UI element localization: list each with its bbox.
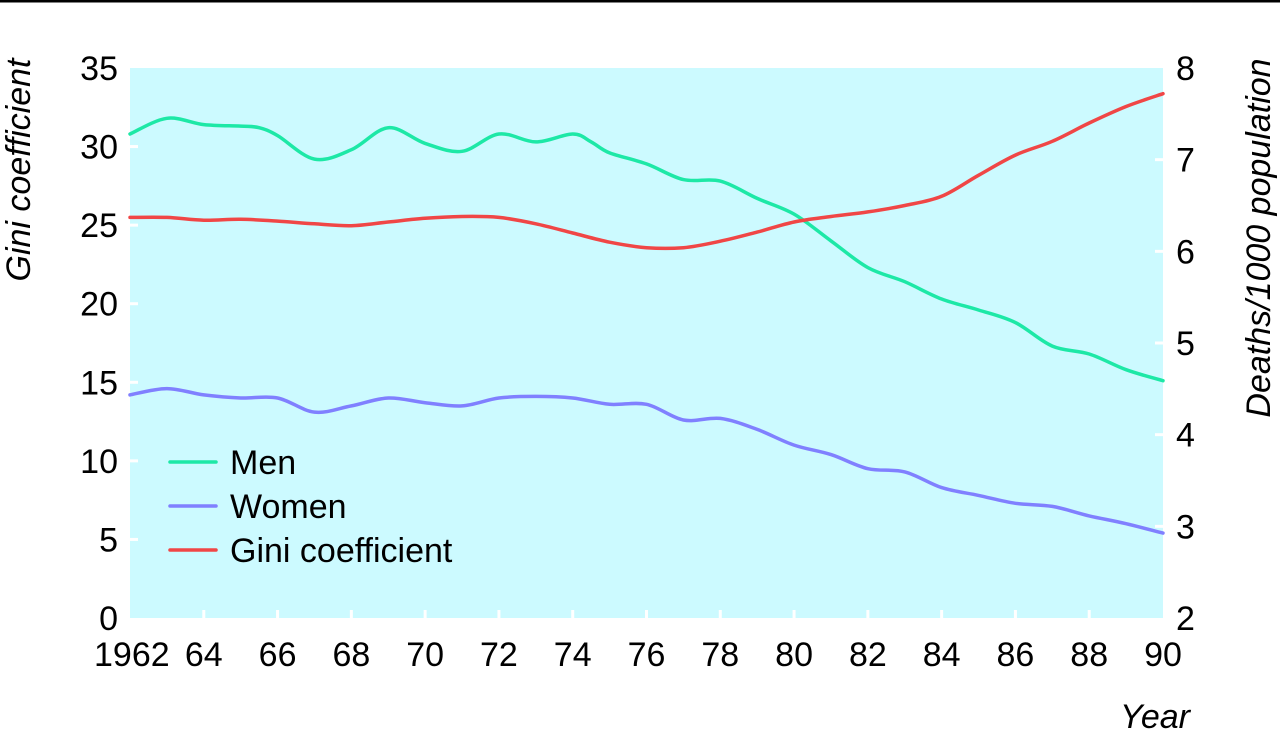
x-axis-title: Year <box>1120 698 1192 732</box>
series-line-1 <box>128 116 1165 383</box>
legend-label: Men <box>230 444 296 482</box>
x-tick-label: 74 <box>554 636 592 674</box>
legend: Men Women Gini coefficient <box>168 444 453 570</box>
y-tick-label-left: 5 <box>99 521 118 559</box>
y-tick-label-right: 4 <box>1176 417 1195 455</box>
y-tick-label-left: 25 <box>80 207 118 245</box>
legend-label: Women <box>230 488 347 526</box>
legend-label: Gini coefficient <box>230 532 453 570</box>
series-line-2 <box>128 386 1165 535</box>
x-tick-label: 72 <box>480 636 518 674</box>
y-tick-label-left: 10 <box>80 443 118 481</box>
y-tick-label-right: 3 <box>1176 508 1195 546</box>
x-tick-label: 1962 <box>94 636 170 674</box>
x-tick-label: 90 <box>1144 636 1182 674</box>
y-tick-label-right: 7 <box>1176 142 1195 180</box>
y-tick-label-left: 20 <box>80 286 118 324</box>
series-lines <box>128 91 1165 535</box>
x-tick-label: 70 <box>406 636 444 674</box>
x-tick-label: 82 <box>849 636 887 674</box>
x-tick-label: 84 <box>923 636 961 674</box>
x-tick-label: 64 <box>185 636 223 674</box>
x-tick-label: 86 <box>997 636 1035 674</box>
y-tick-label-left: 35 <box>80 50 118 88</box>
plot-area <box>130 68 1163 618</box>
y-tick-label-right: 8 <box>1176 50 1195 88</box>
x-tick-label: 68 <box>332 636 370 674</box>
x-tick-label: 88 <box>1070 636 1108 674</box>
y-tick-label-right: 6 <box>1176 233 1195 271</box>
x-tick-label: 80 <box>775 636 813 674</box>
y-tick-label-left: 15 <box>80 364 118 402</box>
series-line-3 <box>128 91 1165 251</box>
axis-ticks: 1962 64 66 68 70 72 74 76 78 80 82 84 86 88 9005101520… <box>80 50 1195 674</box>
y-tick-label-right: 5 <box>1176 325 1195 363</box>
y-axis-title-right: Deaths/1000 population <box>1240 58 1278 417</box>
y-axis-title-left: Gini coefficient <box>0 57 38 282</box>
x-tick-label: 78 <box>701 636 739 674</box>
x-tick-label: 76 <box>628 636 666 674</box>
y-tick-label-left: 0 <box>99 600 118 638</box>
y-tick-label-left: 30 <box>80 129 118 167</box>
x-tick-label: 66 <box>259 636 297 674</box>
y-tick-label-right: 2 <box>1176 600 1195 638</box>
